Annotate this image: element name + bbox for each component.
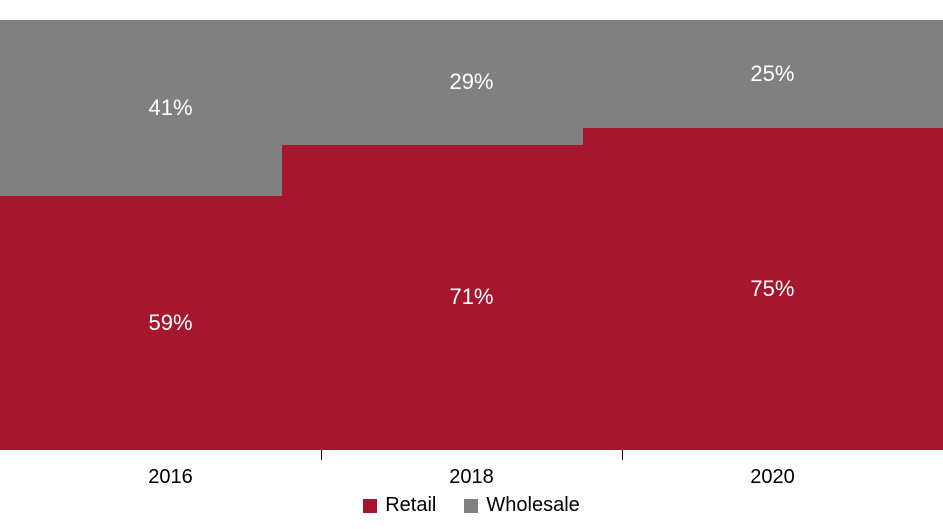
legend-swatch [363, 499, 377, 513]
bar-group: 25%75% [583, 20, 943, 450]
stacked-bar-chart: 41%59%29%71%25%75% 2016 2018 2020 Retail Wh… [0, 0, 943, 529]
legend-item: Retail [363, 494, 436, 517]
bar-segment-retail: 75% [583, 128, 943, 451]
x-axis-labels: 2016 2018 2020 [20, 450, 923, 490]
legend: Retail Wholesale [20, 494, 923, 517]
x-axis-label: 2020 [750, 466, 795, 489]
x-axis-label: 2018 [449, 466, 494, 489]
x-axis-label: 2016 [148, 466, 193, 489]
legend-label: Wholesale [486, 494, 579, 517]
plot-area: 41%59%29%71%25%75% [20, 20, 923, 450]
legend-swatch [464, 499, 478, 513]
bar-segment-wholesale: 25% [583, 20, 943, 128]
legend-label: Retail [385, 494, 436, 517]
legend-item: Wholesale [464, 494, 579, 517]
